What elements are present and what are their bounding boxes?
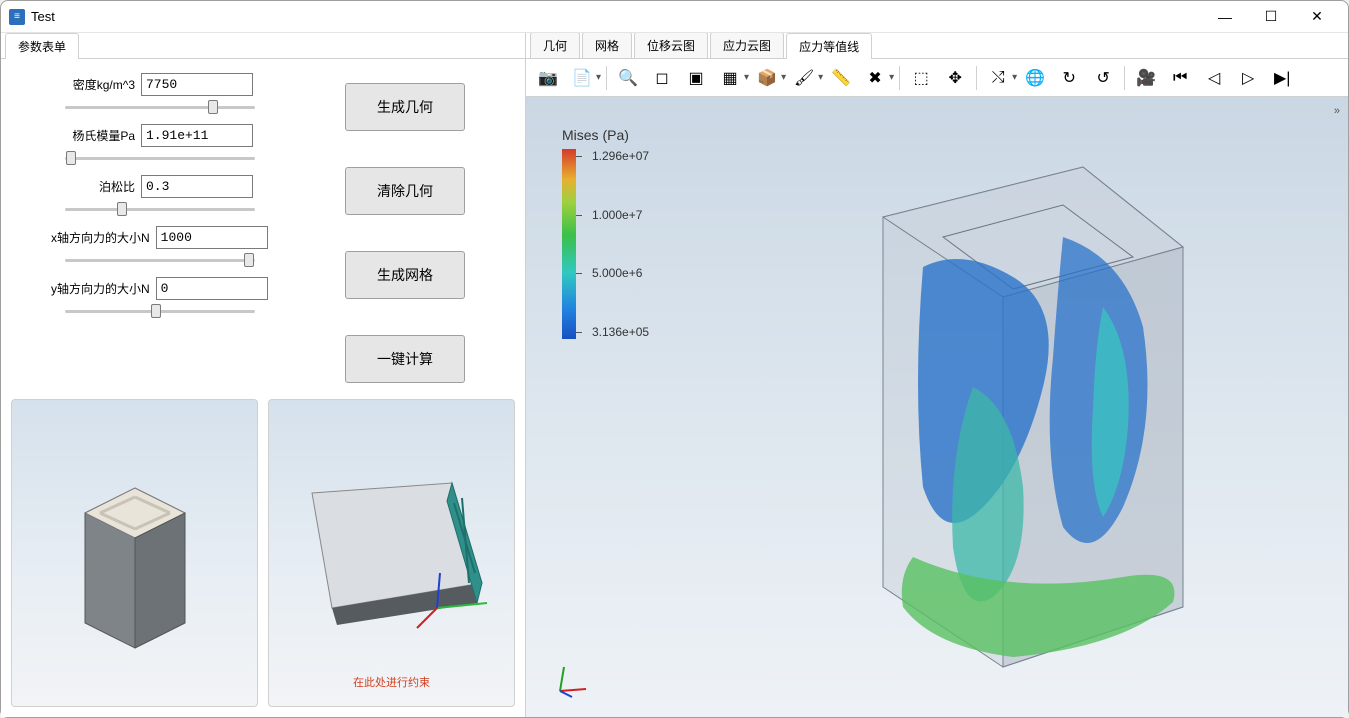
toolbar-overflow-button[interactable]: » (1334, 105, 1340, 117)
box-icon-dropdown[interactable]: ▾ (781, 72, 786, 83)
toolbar-separator (899, 66, 900, 90)
clear-icon[interactable]: ✖ (859, 63, 891, 93)
camera-icon[interactable]: 📷 (532, 63, 564, 93)
param-input-density[interactable] (141, 73, 253, 96)
axis-triad-icon (552, 659, 592, 699)
compute-button[interactable]: 一键计算 (345, 335, 465, 383)
param-poisson: 泊松比 (11, 175, 335, 218)
move-icon[interactable]: ✥ (939, 63, 971, 93)
param-label-forceY: y轴方向力的大小N (51, 280, 150, 297)
fit-icon[interactable]: ▣ (680, 63, 712, 93)
param-label-density: 密度kg/m^3 (51, 76, 135, 93)
left-tabs: 参数表单 (1, 33, 525, 59)
next-frame-icon[interactable]: ▶| (1266, 63, 1298, 93)
param-label-forceX: x轴方向力的大小N (51, 229, 150, 246)
clear_geom-button[interactable]: 清除几何 (345, 167, 465, 215)
zoom-box-icon[interactable]: ◻ (646, 63, 678, 93)
export-icon[interactable]: 📄 (566, 63, 598, 93)
view-tab-4[interactable]: 应力等值线 (786, 33, 872, 59)
ruler-icon[interactable]: 📏 (825, 63, 857, 93)
param-forceY: y轴方向力的大小N (11, 277, 335, 320)
axis-icon[interactable]: ⤭ (982, 63, 1014, 93)
close-button[interactable]: ✕ (1294, 2, 1340, 32)
param-input-youngs[interactable] (141, 124, 253, 147)
param-label-poisson: 泊松比 (51, 178, 135, 195)
rotate-ccw-icon[interactable]: ↺ (1087, 63, 1119, 93)
prev-frame-icon[interactable]: ◁ (1198, 63, 1230, 93)
param-label-youngs: 杨氏模量Pa (51, 127, 135, 144)
multi-view-icon-dropdown[interactable]: ▾ (744, 72, 749, 83)
tab-0[interactable]: 参数表单 (5, 33, 79, 59)
view-tab-1[interactable]: 网格 (582, 33, 632, 58)
export-icon-dropdown[interactable]: ▾ (596, 72, 601, 83)
param-forceX: x轴方向力的大小N (11, 226, 335, 269)
param-slider-youngs[interactable] (65, 149, 255, 167)
clear-icon-dropdown[interactable]: ▾ (889, 72, 894, 83)
box-icon[interactable]: 📦 (751, 63, 783, 93)
legend-tick-0: 1.296e+07 (584, 149, 649, 163)
param-input-poisson[interactable] (141, 175, 253, 198)
zoom-icon[interactable]: 🔍 (612, 63, 644, 93)
viewport[interactable]: Mises (Pa) 1.296e+07 1.000e+7 5.000e+6 3.13… (526, 97, 1348, 717)
multi-view-icon[interactable]: ▦ (714, 63, 746, 93)
param-slider-forceY[interactable] (65, 302, 255, 320)
param-input-forceX[interactable] (156, 226, 268, 249)
view-tab-2[interactable]: 位移云图 (634, 33, 708, 58)
preview-constraint: 在此处进行约束 (268, 399, 515, 707)
maximize-button[interactable]: ☐ (1248, 2, 1294, 32)
legend-tick-3: 3.136e+05 (584, 325, 649, 339)
legend-bar (562, 149, 576, 339)
preview-geometry (11, 399, 258, 707)
parameters-column: 密度kg/m^3 杨氏模量Pa 泊松比 x轴方向力的大小N y轴方向力的大小N (11, 73, 335, 393)
left-panel: 参数表单 密度kg/m^3 杨氏模量Pa 泊松比 x轴方向力的大小N y轴方向力的大小N… (1, 33, 525, 717)
play-icon[interactable]: ▷ (1232, 63, 1264, 93)
view-tab-3[interactable]: 应力云图 (710, 33, 784, 58)
axis-icon-dropdown[interactable]: ▾ (1012, 72, 1017, 83)
color-legend: Mises (Pa) 1.296e+07 1.000e+7 5.000e+6 3.13… (562, 127, 649, 339)
toolbar-separator (976, 66, 977, 90)
param-input-forceY[interactable] (156, 277, 268, 300)
right-tabs: 几何网格位移云图应力云图应力等值线 (526, 33, 1348, 59)
gen_geom-button[interactable]: 生成几何 (345, 83, 465, 131)
toolbar-separator (1124, 66, 1125, 90)
toolbar-separator (606, 66, 607, 90)
preview-caption: 在此处进行约束 (269, 674, 514, 690)
legend-tick-1: 1.000e+7 (584, 208, 649, 222)
brush-icon[interactable]: 🖌 (788, 63, 820, 93)
select-rect-icon[interactable]: ⬚ (905, 63, 937, 93)
minimize-button[interactable]: ― (1202, 2, 1248, 32)
param-slider-forceX[interactable] (65, 251, 255, 269)
parameter-area: 密度kg/m^3 杨氏模量Pa 泊松比 x轴方向力的大小N y轴方向力的大小N 生成几何… (1, 59, 525, 399)
titlebar: ≡ Test ― ☐ ✕ (1, 1, 1348, 33)
param-youngs: 杨氏模量Pa (11, 124, 335, 167)
preview-row: 在此处进行约束 (1, 399, 525, 717)
param-slider-poisson[interactable] (65, 200, 255, 218)
gen_mesh-button[interactable]: 生成网格 (345, 251, 465, 299)
action-buttons-column: 生成几何清除几何生成网格一键计算 (345, 73, 515, 393)
legend-ticks: 1.296e+07 1.000e+7 5.000e+6 3.136e+05 (584, 149, 649, 339)
brush-icon-dropdown[interactable]: ▾ (818, 72, 823, 83)
legend-tick-2: 5.000e+6 (584, 266, 649, 280)
view-tab-0[interactable]: 几何 (530, 33, 580, 58)
viewport-toolbar: 📷📄▾🔍◻▣▦▾📦▾🖌▾📏✖▾⬚✥⤭▾🌐↻↺🎥⏮◁▷▶| (526, 59, 1348, 97)
right-panel: 几何网格位移云图应力云图应力等值线 📷📄▾🔍◻▣▦▾📦▾🖌▾📏✖▾⬚✥⤭▾🌐↻↺… (525, 33, 1348, 717)
first-frame-icon[interactable]: ⏮ (1164, 63, 1196, 93)
window-title: Test (31, 9, 55, 24)
globe-icon[interactable]: 🌐 (1019, 63, 1051, 93)
legend-title: Mises (Pa) (562, 127, 649, 143)
rotate-cw-icon[interactable]: ↻ (1053, 63, 1085, 93)
app-window: ≡ Test ― ☐ ✕ 参数表单 密度kg/m^3 杨氏模量Pa 泊松比 x轴方向力… (0, 0, 1349, 718)
param-slider-density[interactable] (65, 98, 255, 116)
param-density: 密度kg/m^3 (11, 73, 335, 116)
video-icon[interactable]: 🎥 (1130, 63, 1162, 93)
app-icon: ≡ (9, 9, 25, 25)
